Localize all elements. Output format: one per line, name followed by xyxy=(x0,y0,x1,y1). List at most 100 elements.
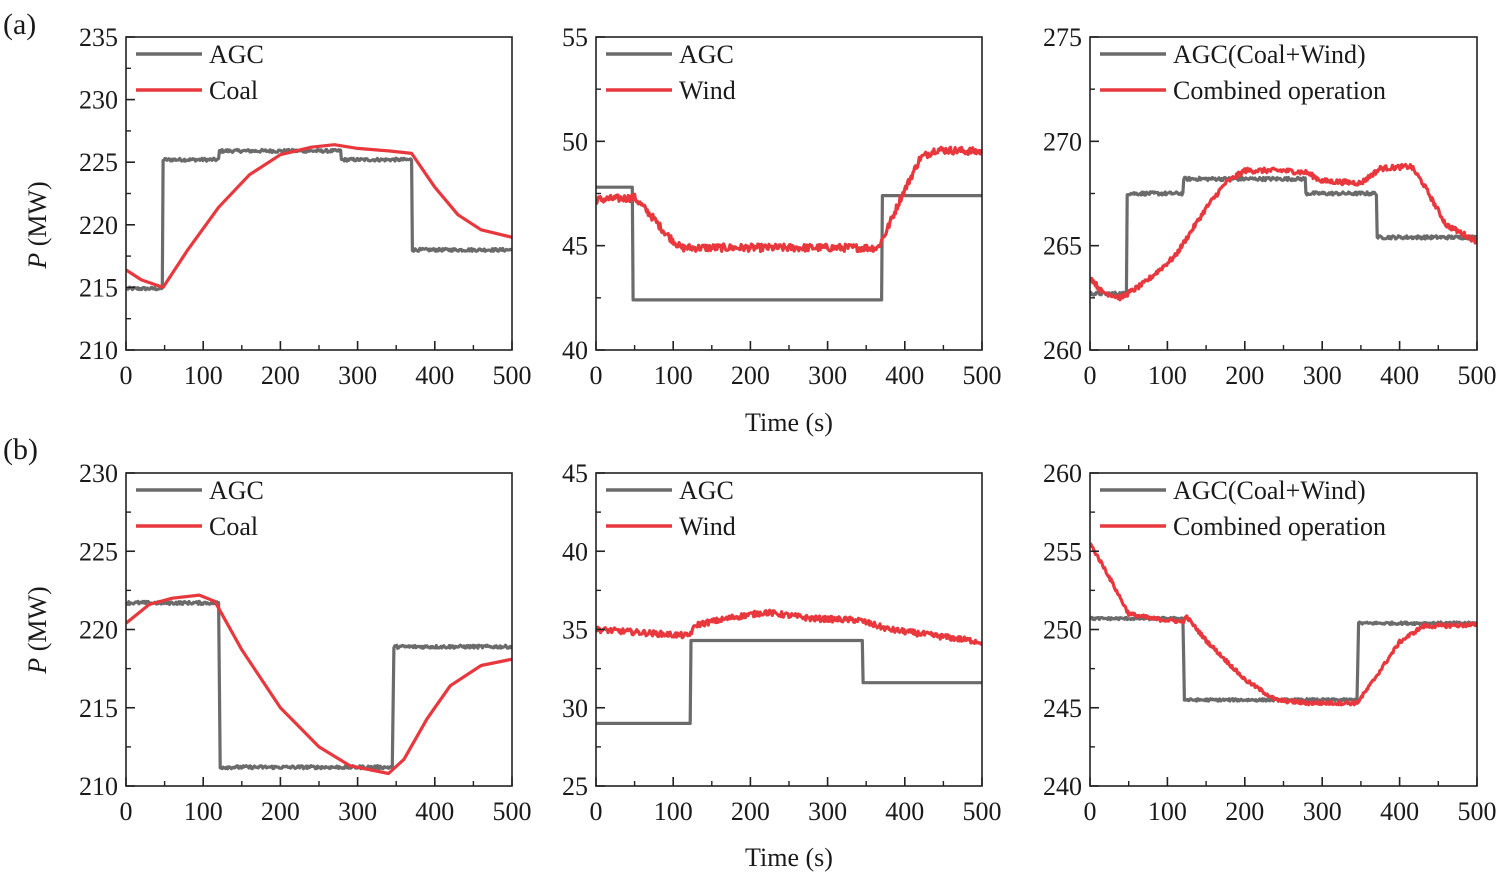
plot-frame xyxy=(125,472,513,787)
chart-panel-6: 0 100 200 300 400 500 240 245 250 255 260 AGC(Coal+… xyxy=(1043,459,1497,826)
y-tick-label: 40 xyxy=(562,336,588,365)
x-axis-label-a: Time (s) xyxy=(745,408,833,437)
y-tick-label: 45 xyxy=(562,232,588,261)
x-tick-label: 200 xyxy=(1225,797,1264,826)
plot-frame xyxy=(125,36,513,351)
series-line-agc xyxy=(596,638,982,725)
x-tick-label: 200 xyxy=(731,361,770,390)
legend-label: AGC xyxy=(209,40,264,69)
y-axis-label-b: P (MW) xyxy=(23,586,52,674)
y-tick-label: 30 xyxy=(562,694,588,723)
y-tick-label: 215 xyxy=(79,694,118,723)
series-line-agc xyxy=(126,599,512,771)
y-tick-label: 260 xyxy=(1043,459,1082,488)
x-tick-label: 400 xyxy=(885,797,924,826)
series-line-wind xyxy=(596,608,982,646)
series-line-coal xyxy=(126,143,512,289)
x-tick-label: 0 xyxy=(120,797,133,826)
x-tick-label: 300 xyxy=(1303,361,1342,390)
x-tick-label: 400 xyxy=(415,797,454,826)
x-tick-label: 0 xyxy=(1084,797,1097,826)
y-tick-label: 45 xyxy=(562,459,588,488)
legend-label: AGC xyxy=(209,476,264,505)
y-tick-label: 55 xyxy=(562,23,588,52)
x-tick-label: 500 xyxy=(493,797,532,826)
legend-label: AGC xyxy=(679,476,734,505)
legend-label: AGC(Coal+Wind) xyxy=(1173,40,1366,69)
y-tick-label: 250 xyxy=(1043,616,1082,645)
x-tick-label: 400 xyxy=(1380,797,1419,826)
series-line-combined-operation xyxy=(1090,162,1477,302)
legend-label: Coal xyxy=(209,76,258,105)
panels: 0 100 200 300 400 500210215220225230235AGCCoa… xyxy=(79,23,1497,826)
x-tick-label: 200 xyxy=(1225,361,1264,390)
y-tick-label: 265 xyxy=(1043,232,1082,261)
chart-panel-2: 0 100 200 300 400 500 40 45 50 55 AGC Wind xyxy=(562,23,1002,390)
x-tick-label: 100 xyxy=(654,797,693,826)
x-tick-label: 300 xyxy=(338,361,377,390)
x-axis-label-b: Time (s) xyxy=(745,843,833,872)
chart-panel-5: 0 100 200 300 400 500 25 30 35 40 45 AGC Wind xyxy=(562,459,1002,826)
x-tick-label: 200 xyxy=(731,797,770,826)
x-tick-label: 0 xyxy=(590,361,603,390)
legend-label: Wind xyxy=(679,76,736,105)
x-tick-label: 100 xyxy=(184,797,223,826)
legend-label: AGC xyxy=(679,40,734,69)
y-tick-label: 225 xyxy=(79,537,118,566)
x-tick-label: 0 xyxy=(1084,361,1097,390)
legend-label: Wind xyxy=(679,512,736,541)
y-tick-label: 230 xyxy=(79,459,118,488)
legend-label: AGC(Coal+Wind) xyxy=(1173,476,1366,505)
y-tick-label: 260 xyxy=(1043,336,1082,365)
x-tick-label: 300 xyxy=(338,797,377,826)
row-label-a: (a) xyxy=(3,8,36,41)
legend-label: Combined operation xyxy=(1173,76,1386,105)
y-tick-label: 215 xyxy=(79,273,118,302)
y-tick-label: 225 xyxy=(79,148,118,177)
x-tick-label: 100 xyxy=(1148,361,1187,390)
y-tick-label: 220 xyxy=(79,211,118,240)
x-tick-label: 500 xyxy=(493,361,532,390)
y-tick-label: 245 xyxy=(1043,694,1082,723)
chart-panel-1: 0 100 200 300 400 500 210 215 220 225 230 235 AGC Coa… xyxy=(79,23,532,390)
x-tick-label: 300 xyxy=(1303,797,1342,826)
y-tick-label: 235 xyxy=(79,23,118,52)
x-tick-label: 200 xyxy=(261,361,300,390)
y-tick-label: 230 xyxy=(79,86,118,115)
y-axis-label-a: P (MW) xyxy=(23,181,52,269)
y-tick-label: 25 xyxy=(562,772,588,801)
x-tick-label: 400 xyxy=(1380,361,1419,390)
series-line-agc-coal-wind xyxy=(1090,175,1477,297)
x-tick-label: 400 xyxy=(885,361,924,390)
series-line-combined-operation xyxy=(1090,542,1477,707)
y-tick-label: 210 xyxy=(79,336,118,365)
x-tick-label: 500 xyxy=(963,797,1002,826)
x-tick-label: 100 xyxy=(654,361,693,390)
y-tick-label: 35 xyxy=(562,616,588,645)
plot-frame xyxy=(595,36,983,351)
x-tick-label: 300 xyxy=(808,361,847,390)
x-tick-label: 500 xyxy=(1458,797,1497,826)
y-tick-label: 255 xyxy=(1043,537,1082,566)
y-tick-label: 40 xyxy=(562,537,588,566)
x-tick-label: 100 xyxy=(184,361,223,390)
x-tick-label: 100 xyxy=(1148,797,1187,826)
chart-panel-3: 0 100 200 300 400 500 260 265 270 275 AGC(Coal+Win… xyxy=(1043,23,1497,390)
y-tick-label: 270 xyxy=(1043,127,1082,156)
chart-panel-4: 0 100 200 300 400 500 210 215 220 225 230 AGC Coal xyxy=(79,459,532,826)
series-line-coal xyxy=(126,593,512,776)
y-tick-label: 240 xyxy=(1043,772,1082,801)
y-tick-label: 210 xyxy=(79,772,118,801)
series-line-wind xyxy=(596,145,982,254)
series-line-agc xyxy=(126,147,512,292)
series-line-agc xyxy=(596,185,982,302)
y-tick-label: 220 xyxy=(79,616,118,645)
legend-label: Coal xyxy=(209,512,258,541)
x-tick-label: 0 xyxy=(590,797,603,826)
y-tick-label: 275 xyxy=(1043,23,1082,52)
x-tick-label: 0 xyxy=(120,361,133,390)
x-tick-label: 400 xyxy=(415,361,454,390)
y-tick-label: 50 xyxy=(562,127,588,156)
row-label-b: (b) xyxy=(3,433,38,466)
